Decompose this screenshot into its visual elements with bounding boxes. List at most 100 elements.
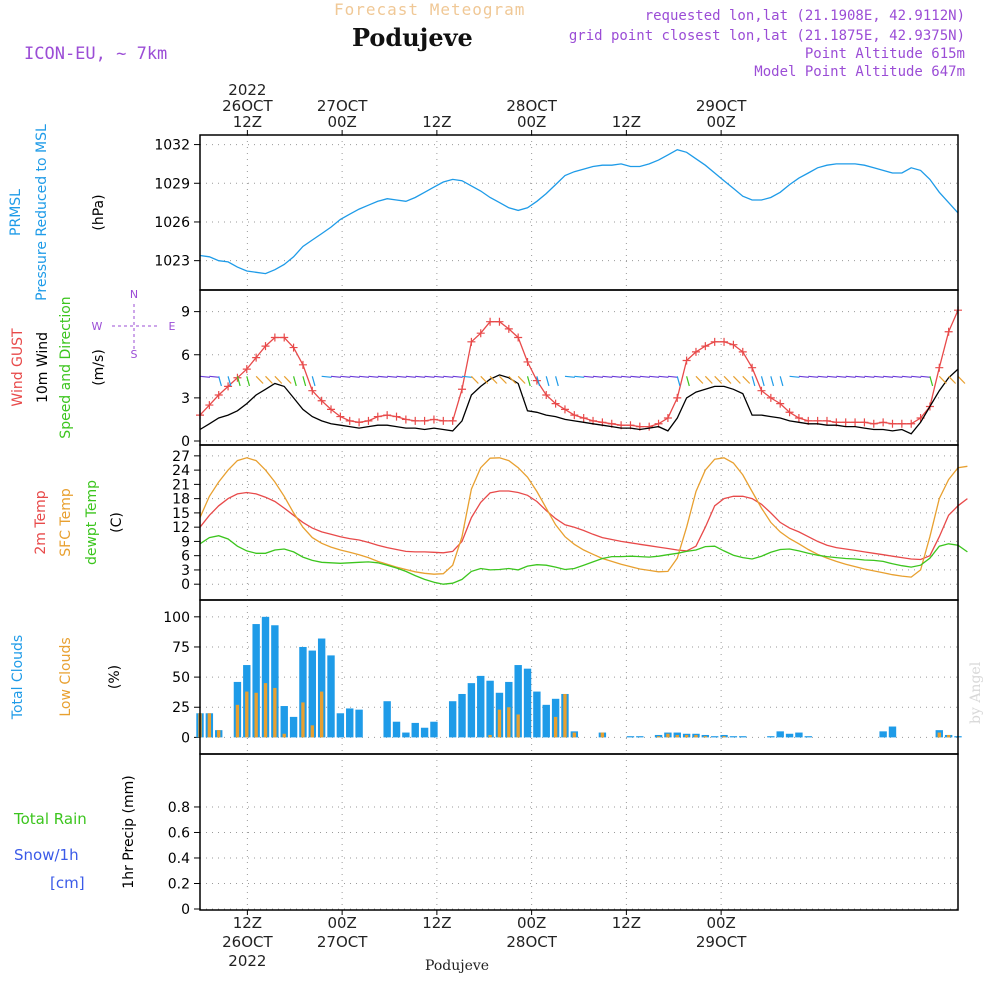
- axis-label-wind: Wind GUST: [10, 328, 26, 407]
- gust-marker: [888, 419, 897, 428]
- wind-arrow: [817, 375, 828, 378]
- wind-arrow: [948, 375, 957, 384]
- cloud-bar: [301, 702, 305, 738]
- model-altitude: Model Point Altitude 647m: [754, 64, 965, 80]
- y-tick-label: 50: [172, 670, 190, 686]
- wind-arrow: [311, 376, 316, 387]
- axis-label-temperature: SFC Temp: [58, 488, 74, 557]
- wind-arrow: [499, 375, 507, 384]
- time-label-top: 12Z: [233, 113, 262, 131]
- y-tick-label: 0.2: [168, 876, 190, 892]
- series-line: [199, 309, 959, 428]
- cloud-bar: [299, 646, 307, 738]
- wind-arrow: [461, 375, 473, 378]
- cloud-bar: [217, 730, 221, 738]
- gust-marker: [869, 419, 878, 428]
- cloud-bar: [572, 732, 576, 738]
- wind-arrow: [864, 375, 875, 378]
- panel-frame: [199, 134, 959, 291]
- wind-arrow: [564, 375, 575, 378]
- cloud-bar: [533, 691, 541, 738]
- wind-arrow: [396, 375, 407, 378]
- gust-marker: [205, 401, 214, 410]
- wind-arrow: [517, 375, 526, 384]
- axis-label-wind: 10m Wind: [35, 332, 51, 403]
- gust-marker: [691, 347, 700, 356]
- compass-cross: [112, 304, 158, 350]
- gust-marker: [392, 412, 401, 421]
- time-label-top: 28OCT: [506, 97, 557, 115]
- wind-arrow: [686, 376, 690, 387]
- time-label-top: 27OCT: [317, 97, 368, 115]
- gust-marker: [935, 363, 944, 372]
- cloud-bar: [310, 725, 314, 738]
- axis-label-temperature: dewpt Temp: [84, 480, 100, 565]
- gust-marker: [345, 416, 354, 425]
- wind-arrow: [255, 375, 264, 384]
- cloud-bar: [317, 638, 326, 738]
- cloud-bar: [636, 736, 644, 738]
- wind-arrow: [199, 375, 211, 378]
- wind-arrow: [667, 375, 678, 378]
- cloud-bar: [675, 734, 679, 738]
- wind-arrow: [452, 375, 463, 378]
- gust-marker: [785, 408, 794, 417]
- cloud-bar: [804, 736, 812, 738]
- axis-label-temperature: 2m Temp: [33, 490, 49, 554]
- gust-marker: [280, 333, 289, 342]
- wind-arrow: [779, 376, 784, 387]
- wind-arrow: [742, 375, 751, 384]
- series-line: [199, 490, 968, 561]
- time-label-bottom: 29OCT: [696, 933, 747, 951]
- wind-arrow: [732, 375, 741, 384]
- wind-arrow: [911, 375, 922, 378]
- wind-arrow: [508, 375, 517, 384]
- gust-marker: [383, 411, 392, 420]
- y-tick-label: 0: [181, 902, 190, 918]
- cloud-bar: [542, 704, 550, 738]
- wind-arrow: [621, 375, 632, 378]
- gust-marker: [252, 353, 261, 362]
- cloud-bar: [280, 706, 288, 738]
- cloud-bar: [666, 733, 670, 738]
- gust-marker: [476, 329, 485, 338]
- wind-arrow: [826, 375, 837, 378]
- cloud-bar: [254, 692, 258, 738]
- legend-total-rain: Total Rain: [13, 810, 87, 828]
- panel-frame: [199, 444, 959, 601]
- wind-arrow: [246, 376, 251, 387]
- y-tick-label: 21: [172, 477, 190, 493]
- axis-label-temperature: (C): [109, 512, 125, 533]
- gust-marker: [523, 357, 532, 366]
- gust-marker: [907, 419, 916, 428]
- cloud-bar: [523, 668, 532, 738]
- axis-label-clouds: Total Clouds: [10, 635, 26, 720]
- y-tick-label: 12: [172, 520, 190, 536]
- cloud-bar: [207, 713, 212, 738]
- wind-arrow: [359, 375, 370, 378]
- y-tick-label: 0.8: [168, 800, 190, 816]
- wind-arrow: [929, 376, 934, 387]
- time-label-top: 00Z: [706, 113, 735, 131]
- cloud-bar: [448, 701, 457, 738]
- cloud-bar: [776, 731, 784, 738]
- cloud-bar: [282, 733, 286, 738]
- y-tick-label: 3: [181, 391, 190, 407]
- wind-arrow: [873, 375, 884, 378]
- gust-marker: [486, 317, 495, 326]
- wind-arrow: [387, 375, 398, 378]
- gust-marker: [355, 418, 364, 427]
- cloud-bar: [694, 734, 698, 738]
- y-tick-label: 18: [172, 492, 190, 508]
- axis-label-pressure: Pressure Reduced to MSL: [34, 124, 50, 301]
- cloud-bar: [488, 734, 492, 738]
- gust-marker: [673, 393, 682, 402]
- wind-arrow: [808, 375, 819, 378]
- cloud-bar: [402, 732, 410, 738]
- point-altitude: Point Altitude 615m: [804, 46, 965, 62]
- gust-marker: [542, 391, 551, 399]
- cloud-bar: [507, 707, 511, 738]
- time-label-top: 26OCT: [222, 97, 273, 115]
- cloud-bar: [383, 701, 391, 738]
- wind-arrow: [368, 375, 379, 378]
